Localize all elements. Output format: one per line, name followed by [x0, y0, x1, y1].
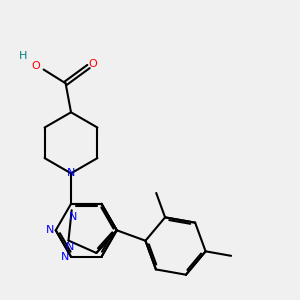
Text: N: N: [66, 242, 74, 252]
Text: O: O: [32, 61, 40, 71]
Text: N: N: [69, 212, 77, 222]
Text: N: N: [67, 168, 75, 178]
Text: O: O: [89, 59, 98, 69]
Text: N: N: [61, 252, 69, 262]
Text: H: H: [19, 51, 28, 61]
Text: N: N: [46, 225, 54, 235]
